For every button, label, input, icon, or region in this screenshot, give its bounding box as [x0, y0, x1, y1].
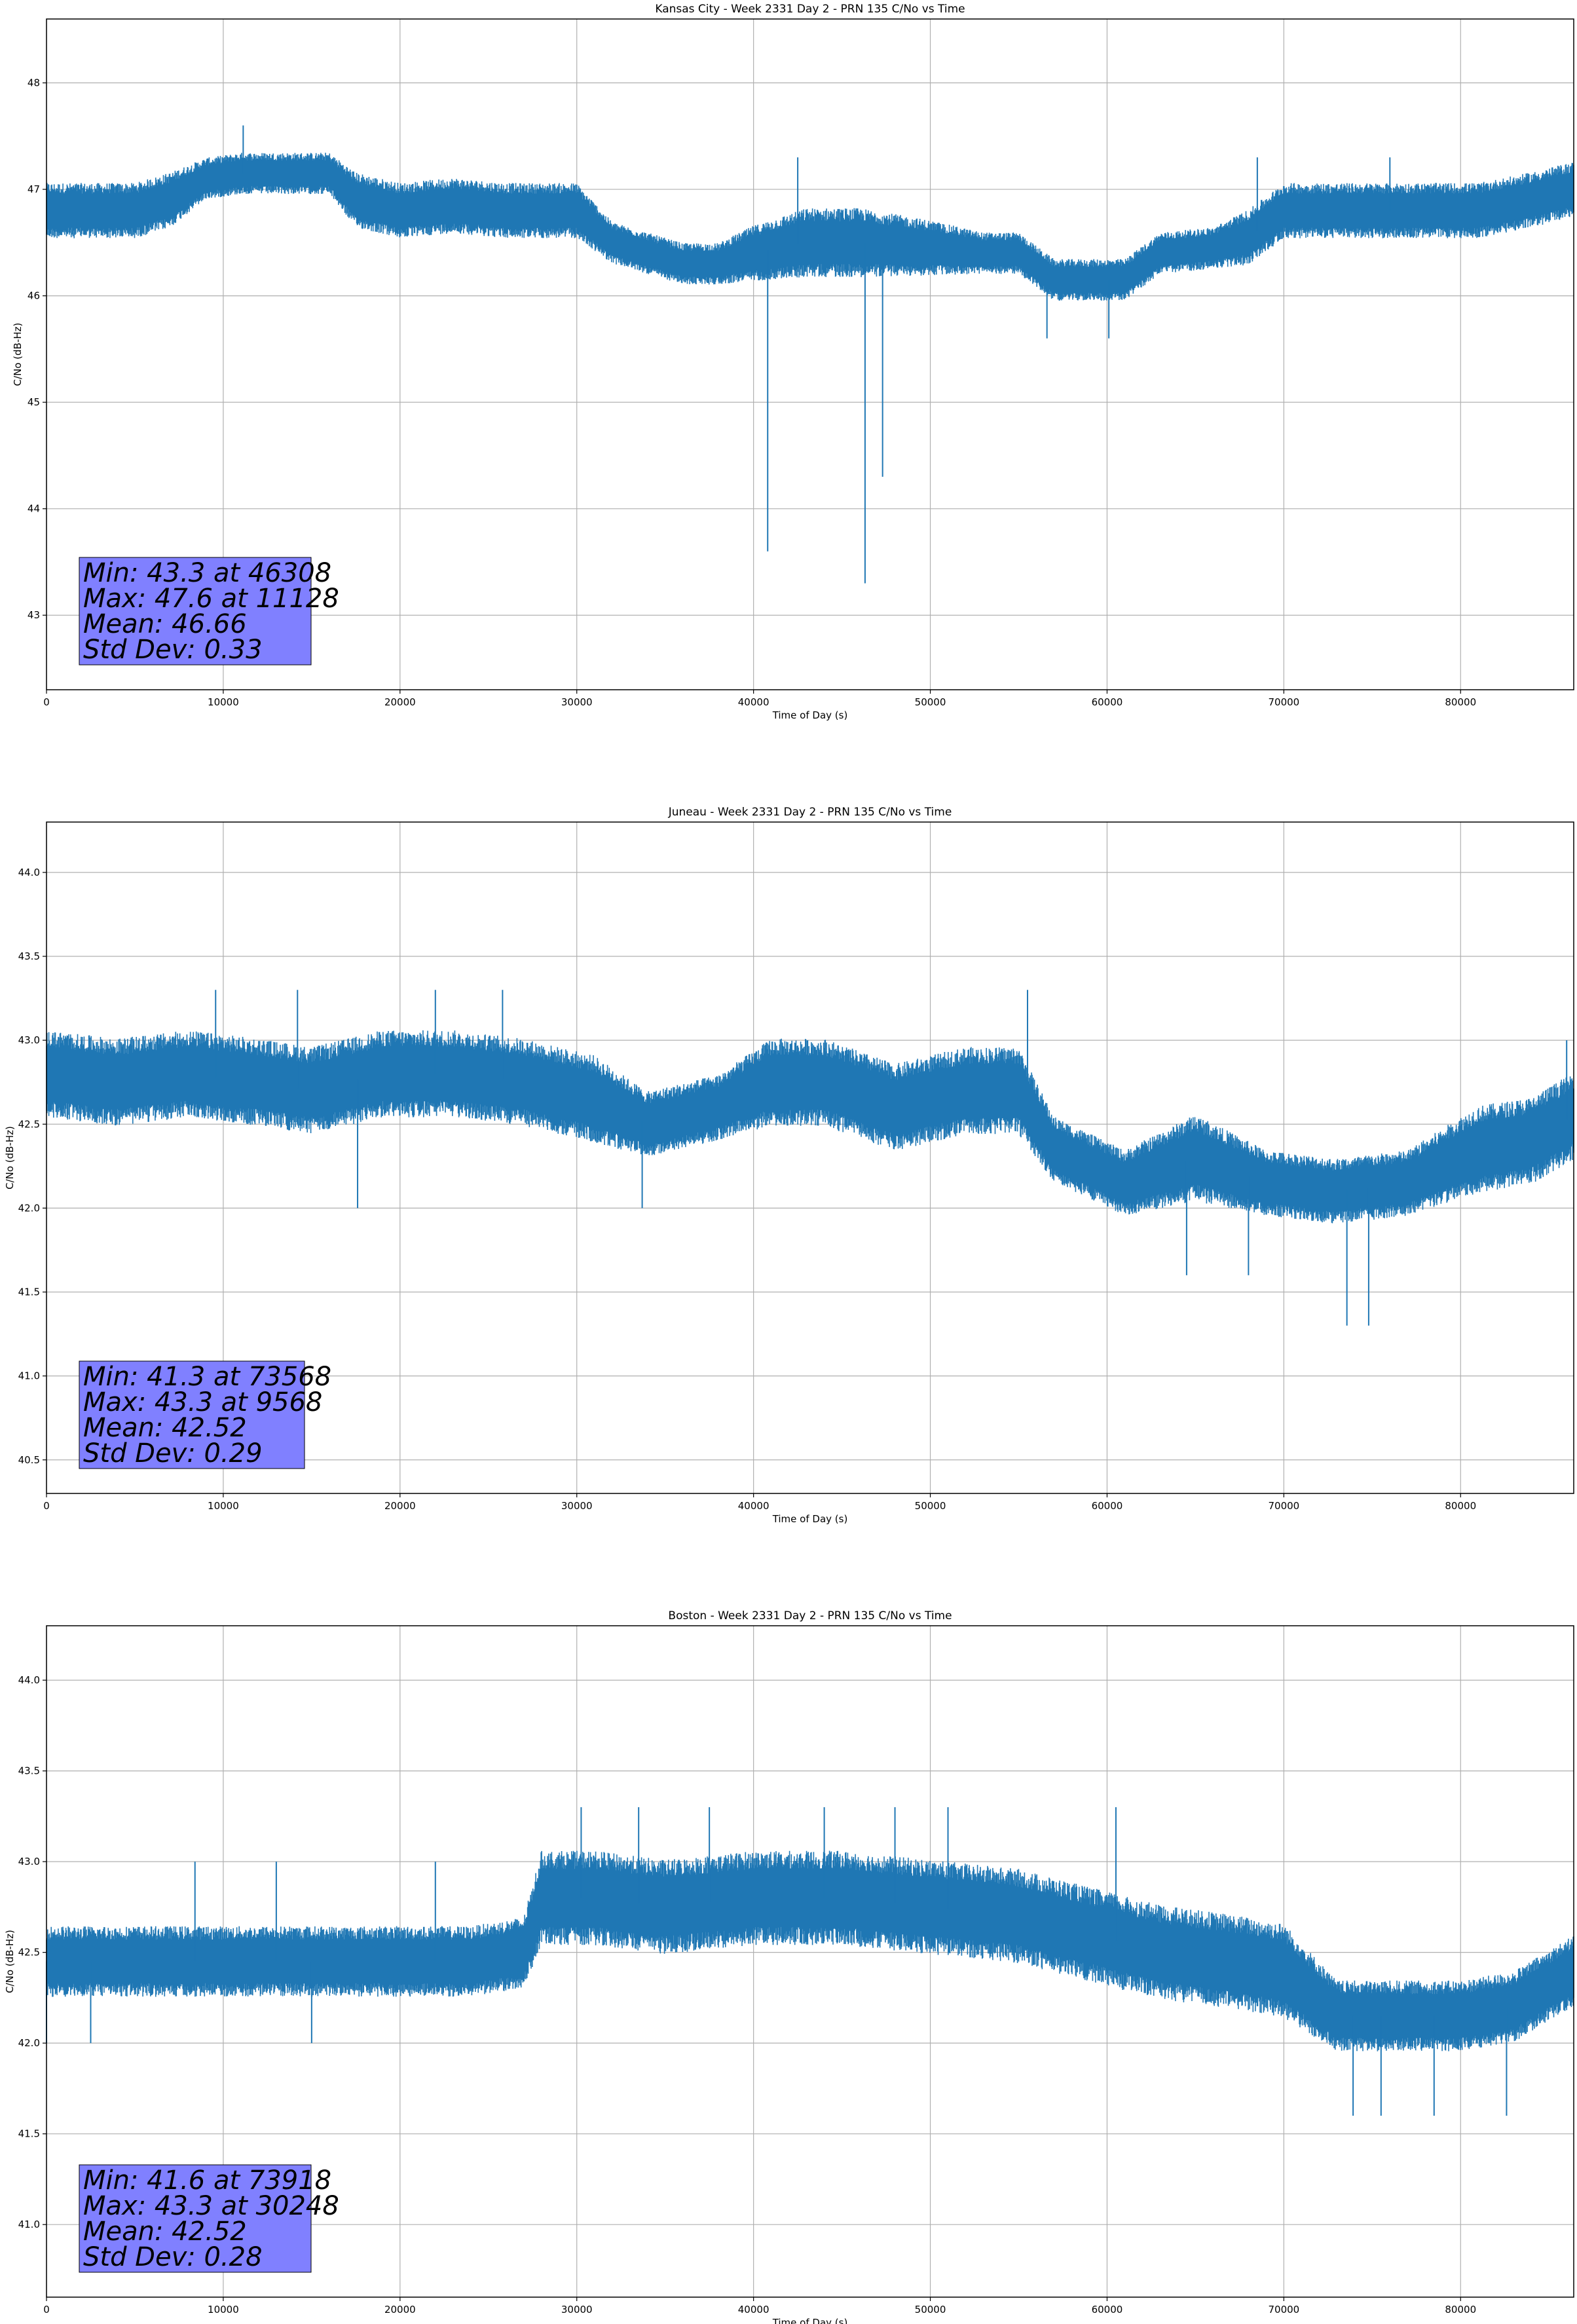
x-tick-label: 50000	[915, 696, 946, 708]
axes-frame	[46, 18, 1574, 690]
x-tick-label: 60000	[1092, 2304, 1123, 2315]
y-axis-label: C/No (dB-Hz)	[4, 1930, 16, 1993]
x-tick-label: 30000	[561, 696, 593, 708]
x-tick-label: 70000	[1268, 1500, 1299, 1512]
stats-line: Std Dev: 0.29	[83, 1438, 263, 1469]
x-axis-label: Time of Day (s)	[772, 2317, 848, 2324]
x-tick-label: 80000	[1445, 2304, 1476, 2315]
y-tick-label: 42.0	[18, 1202, 40, 1214]
x-axis-label: Time of Day (s)	[772, 709, 848, 721]
stats-line: Max: 43.3 at 30248	[83, 2191, 339, 2221]
stats-line: Max: 47.6 at 11128	[83, 584, 339, 614]
x-tick-label: 40000	[738, 1500, 770, 1512]
x-tick-label: 0	[43, 2304, 50, 2315]
series-line	[46, 153, 1574, 301]
x-axis-label: Time of Day (s)	[772, 1513, 848, 1525]
y-tick-label: 42.5	[18, 1118, 40, 1130]
y-tick-label: 43.5	[18, 1765, 40, 1777]
y-tick-label: 44.0	[18, 867, 40, 878]
x-tick-label: 40000	[738, 696, 770, 708]
stats-line: Mean: 42.52	[83, 1413, 247, 1443]
y-tick-label: 41.0	[18, 1370, 40, 1382]
x-tick-label: 20000	[384, 1500, 416, 1512]
x-tick-label: 0	[43, 696, 50, 708]
stats-line: Min: 43.3 at 46308	[83, 558, 331, 588]
y-tick-label: 43.0	[18, 1856, 40, 1867]
y-tick-label: 41.5	[18, 1286, 40, 1298]
y-tick-label: 48	[28, 77, 40, 89]
y-tick-label: 41.0	[18, 2219, 40, 2230]
y-tick-label: 44	[28, 503, 40, 515]
x-tick-label: 40000	[738, 2304, 770, 2315]
stats-line: Std Dev: 0.33	[83, 635, 263, 665]
x-tick-label: 50000	[915, 2304, 946, 2315]
stats-line: Mean: 46.66	[83, 609, 247, 639]
x-tick-label: 60000	[1092, 1500, 1123, 1512]
x-tick-label: 20000	[384, 696, 416, 708]
stats-line: Min: 41.3 at 73568	[83, 1362, 331, 1392]
x-tick-label: 10000	[208, 1500, 239, 1512]
chart-panel-2: 0 10000 20000 30000 40000 50000 60000 70000 8000…	[4, 806, 1574, 1525]
y-tick-label: 40.5	[18, 1454, 40, 1466]
y-tick-label: 44.0	[18, 1674, 40, 1686]
chart-panel-3: 0 10000 20000 30000 40000 50000 60000 70000 8000…	[4, 1609, 1574, 2324]
y-tick-label: 42.5	[18, 1947, 40, 1959]
x-tick-label: 30000	[561, 2304, 593, 2315]
axes-frame	[46, 821, 1574, 1494]
y-axis-label: C/No (dB-Hz)	[12, 323, 24, 386]
stats-line: Min: 41.6 at 73918	[83, 2165, 331, 2196]
y-tick-label: 43	[28, 609, 40, 621]
x-tick-label: 80000	[1445, 696, 1476, 708]
stats-box-background	[79, 2164, 312, 2273]
y-axis-label: C/No (dB-Hz)	[4, 1126, 16, 1190]
x-tick-label: 10000	[208, 2304, 239, 2315]
stats-box-background	[79, 557, 312, 665]
x-tick-label: 80000	[1445, 1500, 1476, 1512]
y-tick-label: 43.0	[18, 1034, 40, 1046]
axes-frame	[46, 1625, 1574, 2298]
x-tick-label: 20000	[384, 2304, 416, 2315]
chart-title: Kansas City - Week 2331 Day 2 - PRN 135 …	[655, 3, 965, 16]
stats-line: Std Dev: 0.28	[83, 2242, 263, 2272]
y-tick-label: 45	[28, 396, 40, 408]
series-line	[46, 1850, 1574, 2052]
series-line	[46, 1030, 1574, 1224]
chart-title: Boston - Week 2331 Day 2 - PRN 135 C/No …	[668, 1609, 952, 1622]
chart-title: Juneau - Week 2331 Day 2 - PRN 135 C/No …	[668, 806, 952, 819]
stats-box-background	[79, 1360, 305, 1469]
x-tick-label: 10000	[208, 696, 239, 708]
x-tick-label: 50000	[915, 1500, 946, 1512]
x-tick-label: 30000	[561, 1500, 593, 1512]
y-tick-label: 42.0	[18, 2037, 40, 2049]
stats-line: Max: 43.3 at 9568	[83, 1387, 322, 1417]
stats-line: Mean: 42.52	[83, 2217, 247, 2247]
x-tick-label: 60000	[1092, 696, 1123, 708]
y-tick-label: 47	[28, 183, 40, 195]
x-tick-label: 70000	[1268, 2304, 1299, 2315]
y-tick-label: 43.5	[18, 950, 40, 962]
x-tick-label: 70000	[1268, 696, 1299, 708]
y-tick-label: 46	[28, 290, 40, 302]
x-tick-label: 0	[43, 1500, 50, 1512]
chart-panel-1: 0 10000 20000 30000 40000 50000 60000 70000 8000…	[12, 3, 1574, 721]
y-tick-label: 41.5	[18, 2128, 40, 2140]
